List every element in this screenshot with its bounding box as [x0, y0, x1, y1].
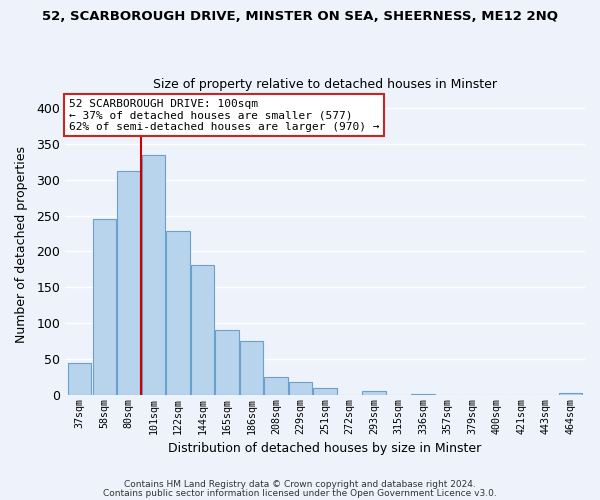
Text: Contains HM Land Registry data © Crown copyright and database right 2024.: Contains HM Land Registry data © Crown c… [124, 480, 476, 489]
Bar [142, 154, 165, 395]
Bar [92, 219, 116, 395]
Y-axis label: Number of detached properties: Number of detached properties [15, 146, 28, 342]
Bar [289, 382, 312, 395]
Bar [68, 364, 91, 395]
Bar [362, 392, 386, 395]
Bar [240, 341, 263, 395]
X-axis label: Distribution of detached houses by size in Minster: Distribution of detached houses by size … [169, 442, 482, 455]
Bar [559, 394, 582, 395]
Bar [412, 394, 435, 395]
Text: 52 SCARBOROUGH DRIVE: 100sqm
← 37% of detached houses are smaller (577)
62% of s: 52 SCARBOROUGH DRIVE: 100sqm ← 37% of de… [69, 98, 379, 132]
Bar [191, 265, 214, 395]
Bar [265, 377, 287, 395]
Text: Contains public sector information licensed under the Open Government Licence v3: Contains public sector information licen… [103, 490, 497, 498]
Bar [117, 171, 140, 395]
Bar [313, 388, 337, 395]
Title: Size of property relative to detached houses in Minster: Size of property relative to detached ho… [153, 78, 497, 91]
Bar [215, 330, 239, 395]
Text: 52, SCARBOROUGH DRIVE, MINSTER ON SEA, SHEERNESS, ME12 2NQ: 52, SCARBOROUGH DRIVE, MINSTER ON SEA, S… [42, 10, 558, 23]
Bar [166, 232, 190, 395]
